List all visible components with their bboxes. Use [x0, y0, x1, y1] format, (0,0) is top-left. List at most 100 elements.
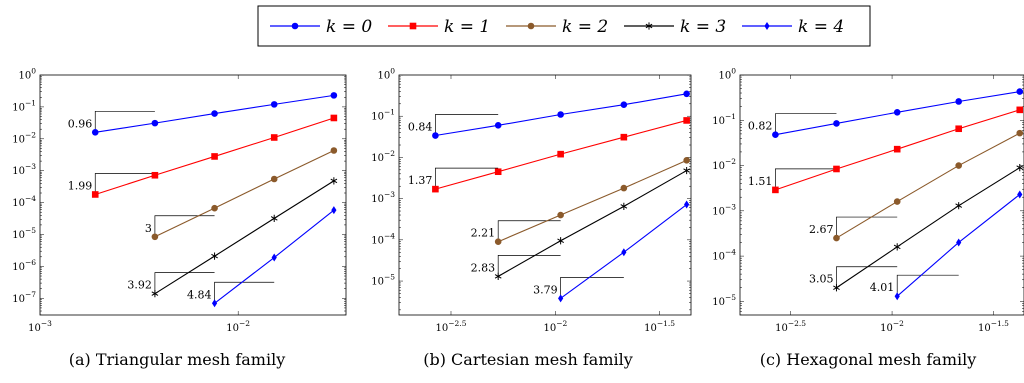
data-point: [956, 238, 962, 247]
slope-triangle: 3.79: [533, 277, 624, 296]
slope-triangle-lines: [154, 215, 215, 234]
data-point: [494, 122, 502, 129]
slope-label: 0.96: [68, 117, 93, 130]
data-point: [684, 200, 690, 209]
slope-label: 3.92: [127, 279, 152, 292]
data-point: [270, 175, 278, 183]
slope-label: 0.82: [748, 120, 773, 133]
slope-triangle: 4.84: [187, 281, 275, 301]
data-point: [211, 299, 218, 308]
data-point: [683, 90, 690, 98]
data-point: [683, 117, 690, 124]
series-line: [154, 150, 335, 238]
series: [494, 157, 690, 246]
data-point: [893, 145, 901, 153]
plot-frame: [398, 74, 692, 316]
slope-triangle-lines: [560, 277, 624, 296]
slope-triangle-lines: [94, 110, 155, 130]
data-point: [91, 128, 99, 136]
slope-label: 1.37: [408, 174, 433, 187]
series: [151, 177, 338, 298]
slope-label: 0.84: [408, 121, 433, 134]
data-point: [270, 101, 278, 108]
legend-item: k = 2: [506, 17, 608, 37]
plot-frame: [39, 74, 347, 316]
data-point: [833, 120, 840, 127]
slope-triangle: 0.96: [68, 110, 155, 130]
data-point: [833, 165, 840, 173]
data-point: [557, 237, 564, 245]
slope-triangle-lines: [435, 167, 499, 187]
series: [772, 88, 1024, 139]
data-point: [955, 162, 962, 169]
slope-triangle: 3.92: [127, 272, 215, 292]
subfigure-caption: (a) Triangular mesh family: [69, 350, 285, 369]
slope-triangle-lines: [836, 266, 898, 285]
slope-triangle: 0.84: [408, 114, 499, 134]
data-point: [620, 133, 628, 141]
x-tick-label: 10−2.5: [775, 319, 806, 334]
y-tick-label: 10−2: [12, 130, 36, 145]
data-point: [211, 110, 218, 117]
series: [833, 164, 1024, 292]
y-tick-label: 10−4: [712, 248, 736, 263]
x-tick-label: 10−2: [543, 319, 567, 334]
data-point: [270, 134, 278, 141]
slope-triangle-lines: [154, 272, 215, 291]
slope-triangle-lines: [775, 168, 837, 187]
slope-label: 3: [145, 222, 152, 235]
y-tick-label: 10−4: [371, 231, 395, 246]
slope-triangle: 4.01: [870, 274, 959, 294]
series-line: [836, 132, 1021, 239]
data-point: [331, 206, 337, 215]
data-point: [955, 202, 963, 210]
y-tick-label: 100: [718, 67, 736, 82]
y-tick-label: 10−4: [12, 194, 36, 209]
series-line: [497, 159, 687, 243]
slope-triangle-lines: [836, 216, 898, 236]
slope-label: 4.01: [870, 281, 895, 294]
slope-label: 3.79: [533, 283, 558, 296]
data-point: [494, 238, 502, 246]
legend-marker: [527, 22, 535, 30]
data-point: [151, 233, 159, 241]
data-point: [557, 150, 564, 158]
data-point: [621, 248, 627, 257]
y-tick-label: 10−1: [12, 98, 36, 113]
subfigure-caption: (c) Hexagonal mesh family: [760, 350, 977, 369]
data-point: [151, 119, 159, 127]
series: [91, 114, 338, 198]
slope-label: 3.05: [809, 273, 834, 286]
y-tick-label: 10−1: [371, 108, 395, 123]
data-point: [833, 234, 840, 242]
slope-triangle-lines: [775, 113, 837, 132]
y-tick-label: 10−5: [371, 273, 395, 288]
series: [558, 200, 690, 303]
slope-triangle: 2.83: [471, 255, 561, 274]
data-point: [271, 253, 277, 262]
data-point: [833, 284, 840, 292]
legend-label: k = 0: [326, 17, 372, 37]
data-point: [432, 185, 439, 193]
data-point: [270, 214, 278, 222]
data-point: [893, 109, 901, 116]
data-point: [557, 111, 564, 118]
series: [833, 129, 1024, 242]
y-tick-label: 10−6: [12, 258, 36, 273]
tick-marks: [40, 75, 346, 315]
y-tick-label: 100: [377, 67, 395, 82]
data-point: [330, 147, 338, 154]
slope-triangle-lines: [214, 281, 275, 301]
slope-triangle: 1.37: [408, 167, 499, 187]
data-point: [683, 157, 690, 164]
legend-label: k = 1: [444, 17, 490, 37]
data-point: [1016, 129, 1024, 137]
slope-triangle-lines: [435, 114, 499, 133]
y-tick-label: 10−1: [712, 112, 736, 127]
data-point: [330, 177, 338, 185]
legend-item: k = 4: [742, 17, 844, 37]
data-point: [1016, 88, 1024, 95]
data-point: [772, 131, 779, 139]
data-point: [151, 290, 159, 298]
legend-item: k = 1: [388, 17, 490, 37]
